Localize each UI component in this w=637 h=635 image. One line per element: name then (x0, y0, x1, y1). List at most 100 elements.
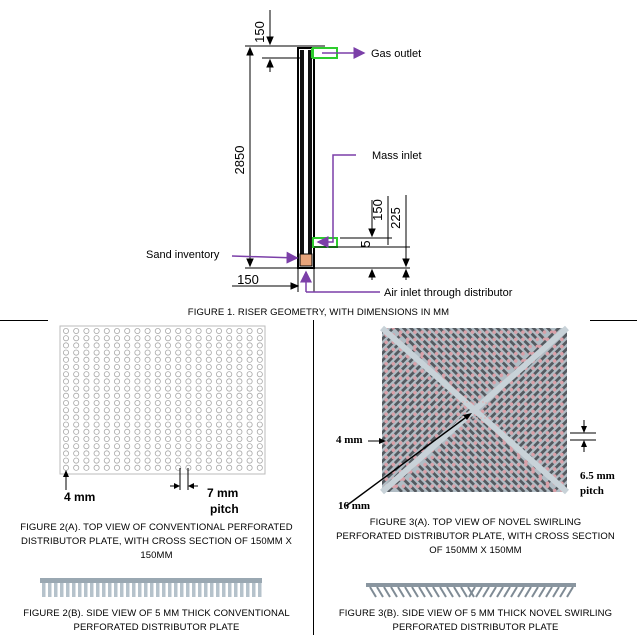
swirl-hole (401, 484, 411, 492)
swirl-hole (452, 484, 461, 492)
perforation-hole (103, 392, 110, 399)
swirl-hole (444, 441, 454, 450)
figure2a-caption-line2: DISTRIBUTOR PLATE, WITH CROSS SECTION OF… (20, 536, 292, 547)
perforation-hole (215, 436, 222, 443)
swirl-hole (452, 462, 461, 472)
perforation-hole (114, 378, 121, 385)
swirl-hole (444, 412, 453, 421)
swirl-hole (487, 347, 496, 356)
swirl-hole (408, 441, 417, 450)
swirl-hole (415, 339, 424, 349)
swirl-hole (437, 390, 446, 400)
swirl-hole (386, 448, 396, 457)
perforation-hole (73, 414, 80, 421)
perforation-hole (154, 436, 161, 443)
perforation-hole (103, 407, 110, 414)
swirl-hole (465, 361, 475, 370)
perforation-hole (103, 356, 110, 363)
perforation-hole (175, 428, 182, 435)
perforation-hole (236, 457, 243, 464)
swirl-hole (466, 419, 475, 429)
swirl-hole (545, 397, 555, 406)
perforation-hole (63, 378, 70, 385)
perforation-hole (63, 464, 70, 471)
swirl-hole (473, 455, 483, 465)
swirl-hole (509, 477, 519, 486)
swirl-hole (560, 375, 567, 385)
perforation-hole (103, 450, 110, 457)
swirl-hole (451, 332, 460, 342)
swirl-hole (451, 405, 460, 414)
swirl-hole (480, 347, 489, 356)
swirl-hole (502, 419, 511, 428)
perforation-hole (256, 392, 263, 399)
perforation-hole (114, 450, 121, 457)
perforation-hole (134, 464, 141, 471)
swirl-hole (437, 354, 446, 363)
perforation-hole (226, 342, 233, 349)
swirl-hole (382, 470, 388, 479)
swirl-hole (538, 404, 547, 414)
perforation-hole (154, 327, 161, 334)
swirl-hole (401, 405, 410, 414)
perforation-hole (83, 349, 90, 356)
perforation-hole (93, 421, 100, 428)
swirl-hole (480, 426, 490, 436)
perforation-hole (246, 421, 253, 428)
swirl-hole (422, 347, 432, 356)
side-swirl-channel (517, 586, 525, 598)
perforation-hole (154, 421, 161, 428)
swirl-hole (501, 347, 511, 356)
swirl-hole (408, 390, 417, 400)
perforation-hole (226, 421, 233, 428)
swirl-hole (382, 390, 388, 400)
swirl-hole (401, 441, 410, 450)
swirl-hole (545, 383, 555, 392)
perforation-hole (215, 335, 222, 342)
perforation-hole (144, 392, 151, 399)
swirl-hole (465, 368, 475, 378)
perforation-hole (195, 443, 202, 450)
side-hole-column (60, 583, 64, 597)
side-swirl-channel (510, 586, 518, 598)
swirl-hole (494, 328, 504, 334)
perforation-hole (114, 335, 121, 342)
swirl-hole (422, 405, 432, 414)
dim-top-150: 150 (252, 21, 267, 43)
swirl-hole (516, 477, 526, 486)
label-6-5mm-pitch-word: pitch (580, 485, 604, 497)
swirl-hole (401, 455, 410, 465)
swirl-hole (495, 411, 504, 421)
swirl-hole (502, 404, 511, 414)
swirl-hole (437, 398, 446, 407)
swirl-hole (452, 455, 461, 465)
perforation-hole (164, 450, 171, 457)
label-7mm-pitch-word: pitch (210, 502, 239, 516)
conventional-holes-grid (63, 327, 263, 471)
perforation-hole (144, 421, 151, 428)
swirl-hole (552, 433, 562, 442)
swirl-hole (408, 369, 417, 378)
swirl-hole (422, 376, 432, 385)
swirl-hole (423, 484, 432, 492)
side-hole-column (114, 583, 118, 597)
perforation-hole (185, 407, 192, 414)
swirl-hole (545, 390, 555, 399)
dim-height-2850: 2850 (232, 146, 247, 175)
perforation-hole (246, 378, 253, 385)
perforation-hole (236, 349, 243, 356)
swirl-hole (458, 332, 468, 342)
swirl-hole (480, 332, 489, 342)
perforation-hole (93, 327, 100, 334)
perforation-hole (226, 385, 233, 392)
perforation-hole (114, 414, 121, 421)
perforation-hole (195, 414, 202, 421)
swirl-hole (401, 390, 410, 400)
swirl-hole (524, 440, 533, 450)
perforation-hole (93, 407, 100, 414)
perforation-hole (144, 450, 151, 457)
swirl-hole (415, 390, 424, 400)
swirl-hole (509, 448, 519, 457)
swirl-hole (524, 484, 533, 492)
swirl-hole (538, 477, 547, 486)
